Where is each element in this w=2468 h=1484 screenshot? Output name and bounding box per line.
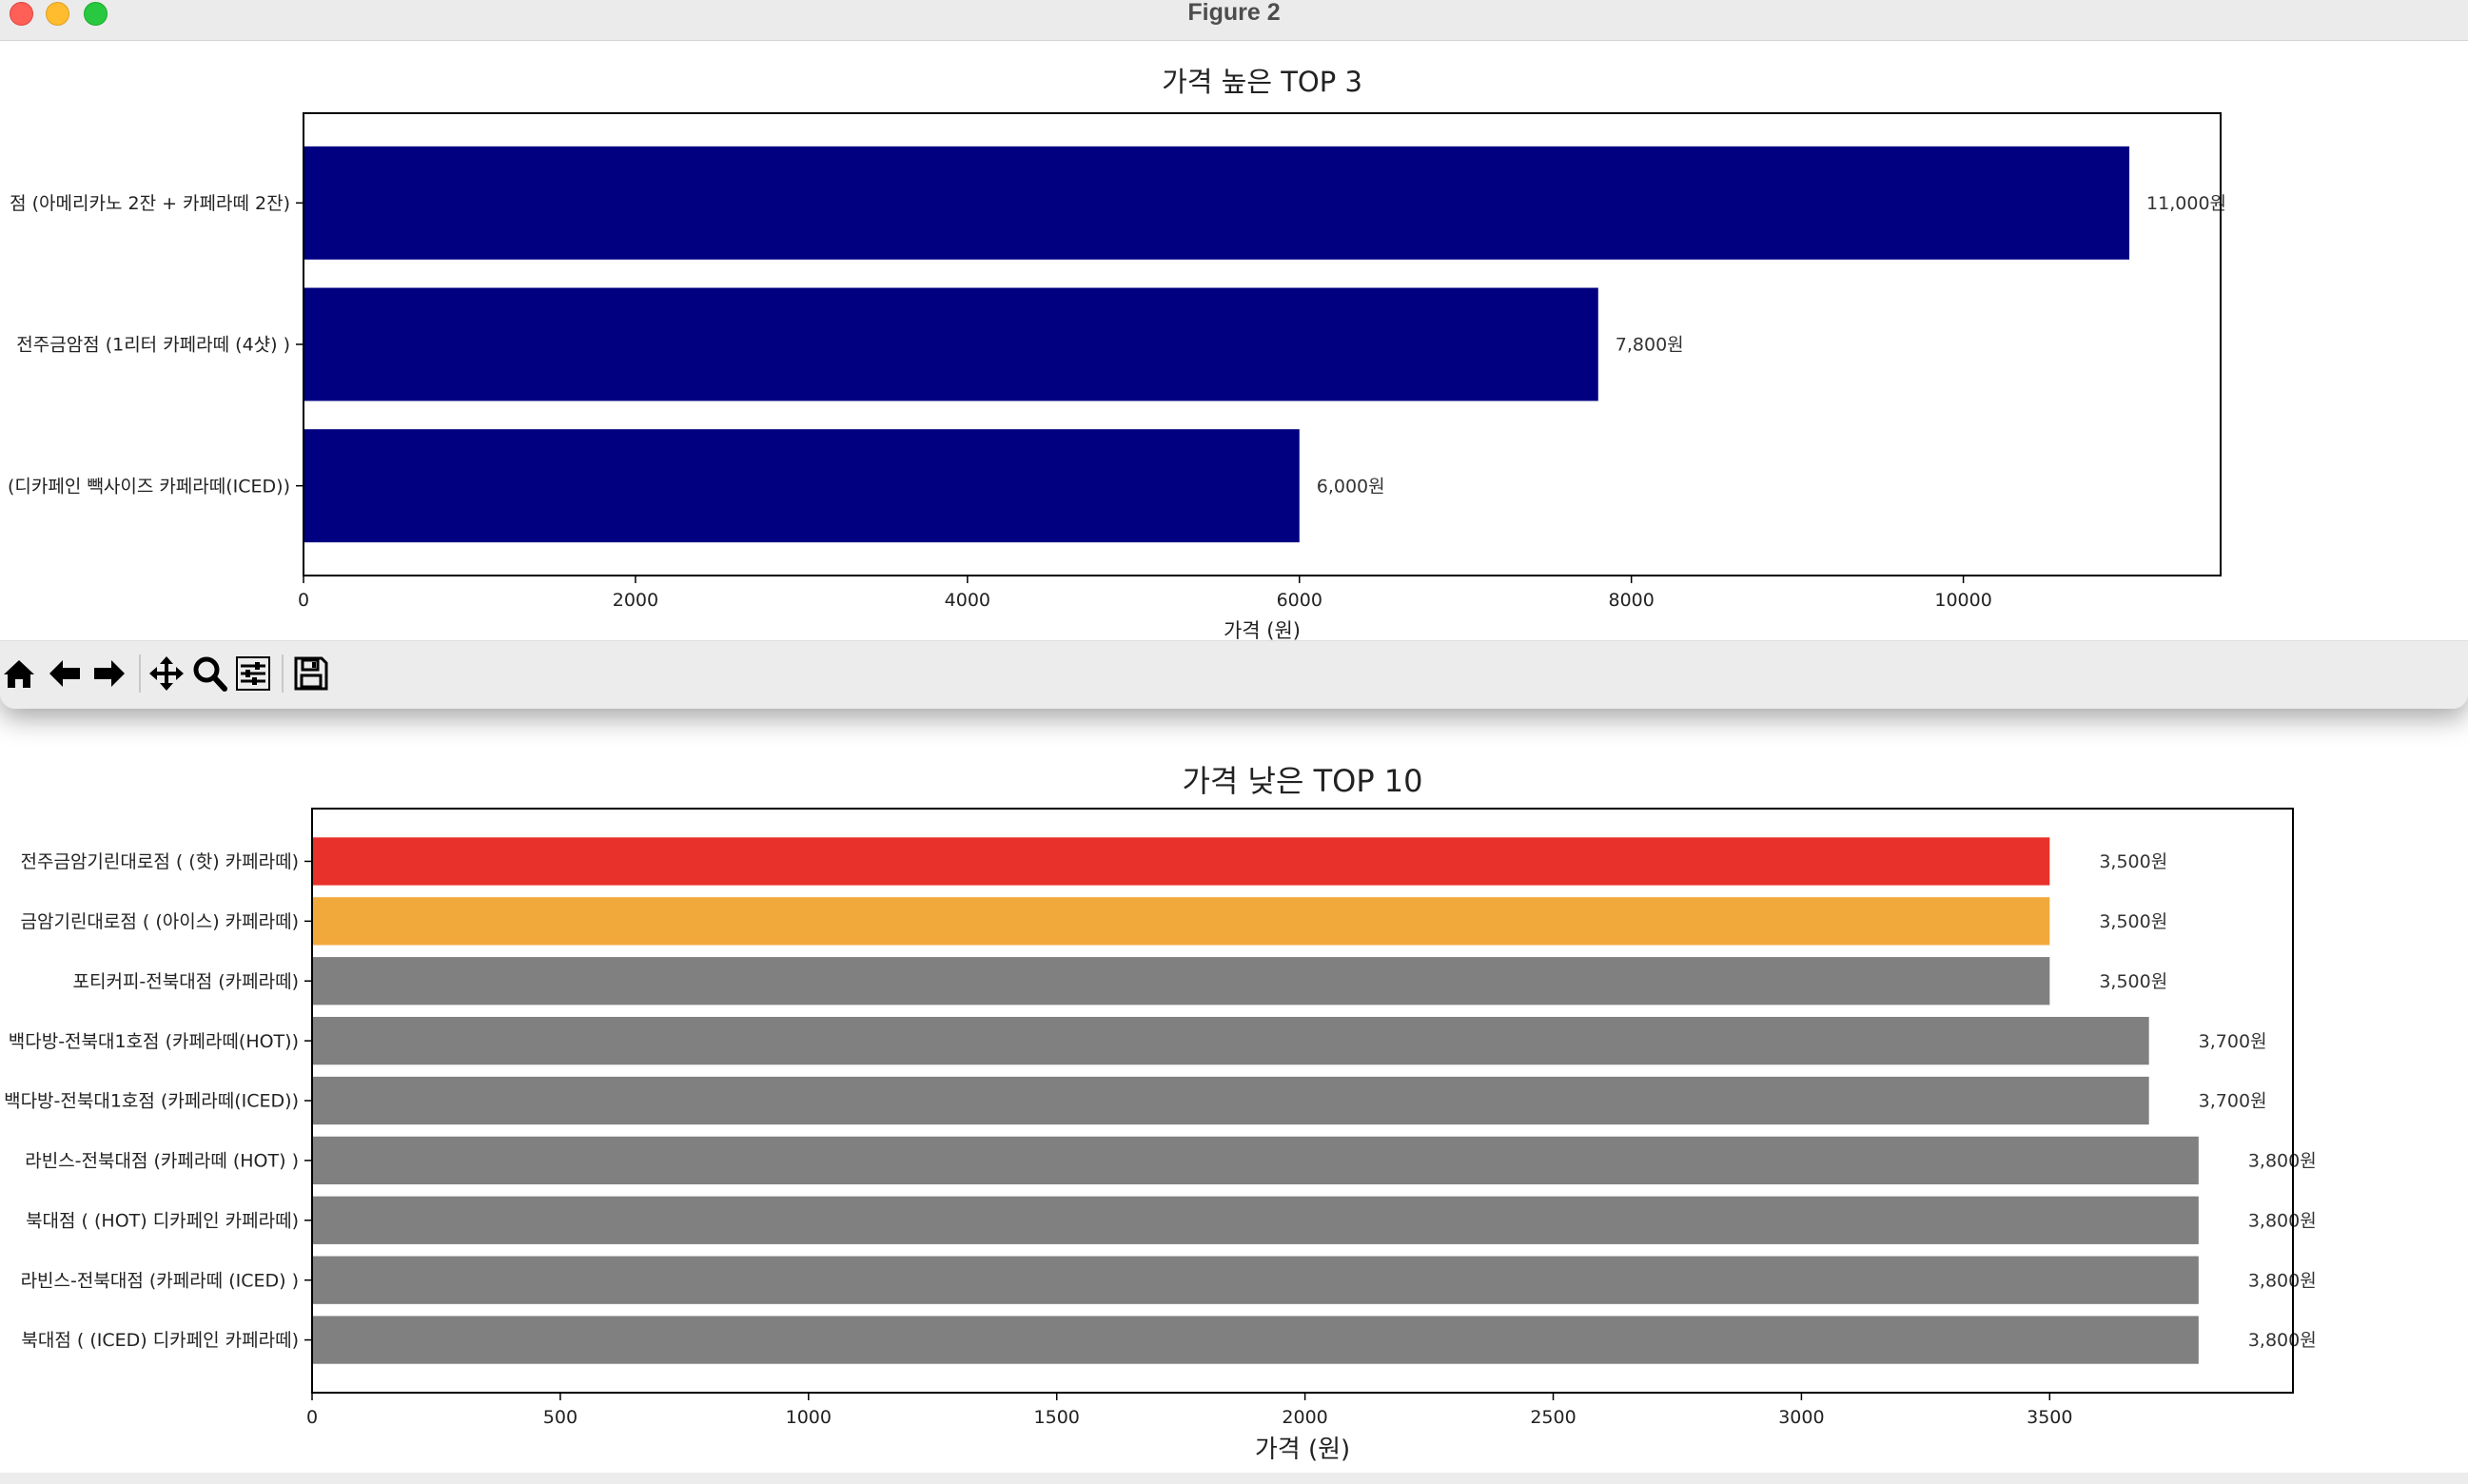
title-bar[interactable]: Figure 2 bbox=[0, 0, 2468, 41]
bar bbox=[312, 1136, 2199, 1185]
configure-subplots-button[interactable] bbox=[234, 654, 272, 693]
bar-value-label: 3,800원 bbox=[2248, 1330, 2317, 1351]
x-tick-label: 3500 bbox=[2027, 1407, 2072, 1428]
axes-frame bbox=[303, 112, 2222, 576]
floppy-disk-icon bbox=[294, 656, 328, 691]
bar bbox=[312, 1316, 2199, 1364]
magnifier-icon bbox=[193, 656, 227, 692]
x-tick-label: 1000 bbox=[786, 1407, 832, 1428]
back-button[interactable] bbox=[46, 654, 84, 693]
bar bbox=[312, 1076, 2149, 1125]
x-axis-label: 가격 (원) bbox=[1224, 619, 1301, 640]
y-tick-label: 금암기린대로점 ( (아이스) 카페라떼) bbox=[21, 911, 300, 932]
bar bbox=[304, 429, 1300, 543]
x-tick-label: 0 bbox=[298, 590, 309, 611]
figure-window: Figure 2 가격 높은 TOP 3 11,000원 점 (아메리카노 2잔 +… bbox=[0, 0, 2468, 709]
toolbar-separator bbox=[282, 654, 284, 693]
y-tick-label: 전주금암점 (1리터 카페라떼 (4샷) ) bbox=[16, 335, 290, 356]
toolbar-separator bbox=[139, 654, 141, 693]
x-tick-label: 3000 bbox=[1778, 1407, 1824, 1428]
x-tick-label: 2000 bbox=[1282, 1407, 1327, 1428]
home-button[interactable] bbox=[0, 654, 38, 693]
chart-highest-price-top3: 가격 높은 TOP 3 11,000원 점 (아메리카노 2잔 + 카페라떼 2잔)… bbox=[8, 66, 2226, 640]
bar bbox=[304, 287, 1598, 401]
bar bbox=[312, 1016, 2149, 1065]
y-tick-label: 백다방-전북대1호점 (카페라떼(ICED)) bbox=[4, 1091, 299, 1112]
axes-frame bbox=[311, 808, 2294, 1394]
x-tick-label: 8000 bbox=[1608, 590, 1654, 611]
y-tick-label: 라빈스-전북대점 (카페라떼 (HOT) ) bbox=[25, 1151, 299, 1172]
bar-value-label: 11,000원 bbox=[2146, 193, 2226, 214]
bar-value-label: 3,800원 bbox=[2248, 1210, 2317, 1231]
x-tick-label: 2000 bbox=[613, 590, 658, 611]
pan-button[interactable] bbox=[147, 654, 186, 693]
y-tick-label: 포티커피-전북대점 (카페라떼) bbox=[73, 971, 299, 992]
chart-title: 가격 높은 TOP 3 bbox=[1162, 66, 1362, 98]
x-tick-label: 6000 bbox=[1277, 590, 1322, 611]
bar bbox=[312, 1256, 2199, 1304]
bar-value-label: 3,700원 bbox=[2199, 1031, 2267, 1052]
x-tick-label: 10000 bbox=[1934, 590, 1991, 611]
y-tick-label: 백다방-전북대1호점 (카페라떼(HOT)) bbox=[9, 1031, 299, 1052]
bar-value-label: 7,800원 bbox=[1616, 335, 1684, 356]
bar bbox=[312, 837, 2050, 886]
x-tick-label: 4000 bbox=[945, 590, 990, 611]
x-tick-label: 1500 bbox=[1034, 1407, 1080, 1428]
y-tick-label: 북대점 ( (HOT) 디카페인 카페라떼) bbox=[26, 1210, 299, 1231]
bar bbox=[312, 957, 2050, 1006]
y-tick-label: (디카페인 빽사이즈 카페라떼(ICED)) bbox=[8, 476, 290, 497]
x-axis-label: 가격 (원) bbox=[1255, 1435, 1350, 1464]
y-tick-label: 전주금암기린대로점 ( (핫) 카페라떼) bbox=[21, 851, 300, 872]
y-tick-label: 라빈스-전북대점 (카페라떼 (ICED) ) bbox=[21, 1270, 299, 1291]
bar-value-label: 3,500원 bbox=[2099, 851, 2167, 872]
bar-value-label: 3,500원 bbox=[2099, 971, 2167, 992]
home-icon bbox=[4, 660, 34, 688]
bar-value-label: 3,800원 bbox=[2248, 1270, 2317, 1291]
minimize-button[interactable] bbox=[46, 2, 69, 26]
bar-value-label: 3,500원 bbox=[2099, 911, 2167, 932]
forward-button[interactable] bbox=[90, 654, 128, 693]
arrow-right-icon bbox=[94, 660, 125, 687]
zoom-rect-button[interactable] bbox=[190, 654, 228, 693]
window-bottom-edge bbox=[0, 1473, 2468, 1484]
x-tick-label: 2500 bbox=[1530, 1407, 1576, 1428]
close-button[interactable] bbox=[10, 2, 33, 26]
bar bbox=[304, 146, 2130, 260]
save-button[interactable] bbox=[292, 654, 330, 693]
bar-value-label: 3,700원 bbox=[2199, 1091, 2267, 1112]
zoom-button[interactable] bbox=[84, 2, 108, 26]
bar bbox=[312, 1196, 2199, 1244]
bar-value-label: 6,000원 bbox=[1317, 476, 1385, 497]
x-tick-label: 500 bbox=[543, 1407, 578, 1428]
bar-value-label: 3,800원 bbox=[2248, 1151, 2317, 1172]
arrow-left-icon bbox=[49, 660, 80, 687]
bar bbox=[312, 897, 2050, 946]
y-tick-label: 북대점 ( (ICED) 디카페인 카페라떼) bbox=[21, 1330, 299, 1351]
x-tick-label: 0 bbox=[306, 1407, 318, 1428]
sliders-icon bbox=[236, 656, 270, 691]
chart-title: 가격 낮은 TOP 10 bbox=[1182, 763, 1422, 799]
y-tick-label: 점 (아메리카노 2잔 + 카페라떼 2잔) bbox=[10, 193, 290, 214]
window-title: Figure 2 bbox=[1187, 0, 1281, 26]
move-icon bbox=[149, 656, 184, 691]
matplotlib-toolbar bbox=[0, 640, 2468, 709]
